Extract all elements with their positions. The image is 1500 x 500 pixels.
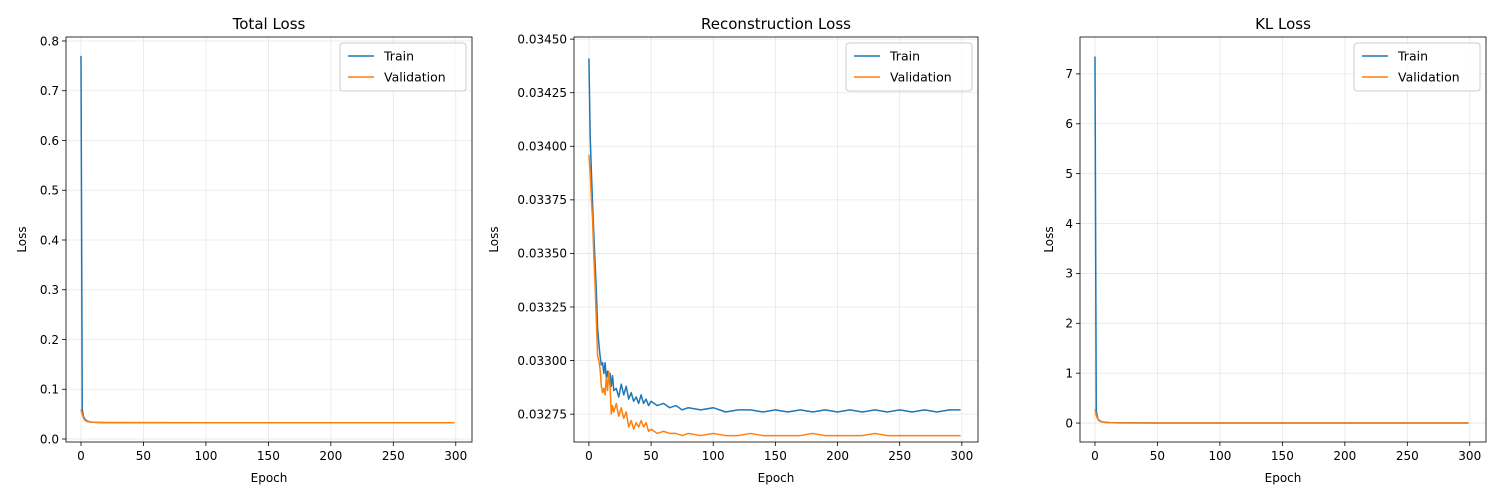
y-tick-label: 0 (1065, 416, 1073, 430)
legend-label-validation: Validation (384, 70, 446, 85)
x-tick-label: 200 (1333, 449, 1356, 463)
x-tick-label: 100 (702, 449, 725, 463)
y-tick-label: 2 (1065, 317, 1073, 331)
y-tick-label: 0.4 (40, 233, 59, 247)
chart-3: 0 50 100 150 200 250 300 0 1 2 3 4 5 6 7 KL Loss Epoch Lo… (1042, 15, 1487, 485)
y-axis-label: Loss (15, 226, 29, 252)
x-tick-label: 200 (826, 449, 849, 463)
x-tick-label: 300 (950, 449, 973, 463)
y-tick-label: 0.2 (40, 333, 59, 347)
y-tick-label: 0.0 (40, 432, 59, 446)
legend-label-validation: Validation (890, 70, 952, 85)
y-tick-label: 0.1 (40, 383, 59, 397)
y-tick-label: 0.03425 (517, 86, 567, 100)
legend: Train Validation (339, 42, 467, 92)
y-tick-label: 4 (1065, 217, 1073, 231)
y-tick-label: 0.3 (40, 283, 59, 297)
legend-box (845, 42, 973, 92)
x-axis-label: Epoch (251, 471, 288, 485)
y-tick-label: 0.03400 (517, 140, 567, 154)
legend-box (339, 42, 467, 92)
x-tick-label: 50 (1150, 449, 1165, 463)
x-tick-label: 150 (1271, 449, 1294, 463)
series-line-train (588, 58, 961, 413)
axes-frame (1079, 36, 1487, 443)
y-tick-label: 0.03375 (517, 193, 567, 207)
legend-box (1353, 42, 1481, 92)
x-axis-label: Epoch (758, 471, 795, 485)
chart-2: 0 50 100 150 200 250 300 0.03275 0.03300 0.03325 0… (487, 15, 979, 485)
x-tick-label: 300 (444, 449, 467, 463)
y-tick-label: 0.8 (40, 34, 59, 48)
legend: Train Validation (845, 42, 973, 92)
y-tick-label: 5 (1065, 167, 1073, 181)
legend: Train Validation (1353, 42, 1481, 92)
chart-title: Total Loss (232, 15, 306, 33)
axes-frame (65, 36, 473, 443)
y-axis-label: Loss (487, 226, 501, 252)
legend-label-train: Train (1397, 49, 1428, 64)
x-tick-label: 150 (257, 449, 280, 463)
x-tick-label: 200 (319, 449, 342, 463)
y-tick-label: 0.5 (40, 184, 59, 198)
chart-1: 0 50 100 150 200 250 300 0.0 0.1 0.2 0.3 0.4 0.5 0.6 0… (15, 15, 473, 485)
y-tick-label: 0.03300 (517, 354, 567, 368)
y-tick-label: 0.03450 (517, 32, 567, 46)
x-tick-label: 250 (888, 449, 911, 463)
x-tick-label: 150 (764, 449, 787, 463)
y-tick-label: 7 (1065, 67, 1073, 81)
x-tick-label: 300 (1458, 449, 1481, 463)
legend-label-train: Train (889, 49, 920, 64)
chart-title: Reconstruction Loss (701, 15, 851, 33)
y-tick-label: 1 (1065, 366, 1073, 380)
series-line-train (80, 55, 455, 424)
y-tick-label: 0.7 (40, 84, 59, 98)
y-tick-label: 3 (1065, 267, 1073, 281)
y-tick-label: 0.03325 (517, 300, 567, 314)
series-line-validation (588, 154, 961, 437)
x-tick-label: 50 (643, 449, 658, 463)
x-tick-label: 100 (194, 449, 217, 463)
y-tick-label: 0.03275 (517, 407, 567, 421)
legend-label-validation: Validation (1398, 70, 1460, 85)
axes-frame (573, 36, 979, 443)
x-axis-label: Epoch (1265, 471, 1302, 485)
legend-label-train: Train (383, 49, 414, 64)
series-line-train (1094, 56, 1469, 424)
y-tick-label: 6 (1065, 117, 1073, 131)
x-tick-label: 250 (1396, 449, 1419, 463)
series-line-validation (80, 408, 455, 424)
x-tick-label: 100 (1208, 449, 1231, 463)
x-tick-label: 250 (382, 449, 405, 463)
x-tick-label: 0 (585, 449, 593, 463)
x-tick-label: 0 (77, 449, 85, 463)
y-axis-label: Loss (1042, 226, 1056, 252)
y-tick-label: 0.6 (40, 134, 59, 148)
series-line-validation (1094, 408, 1469, 424)
x-tick-label: 0 (1091, 449, 1099, 463)
chart-title: KL Loss (1255, 15, 1311, 33)
x-tick-label: 50 (136, 449, 151, 463)
y-tick-label: 0.03350 (517, 247, 567, 261)
